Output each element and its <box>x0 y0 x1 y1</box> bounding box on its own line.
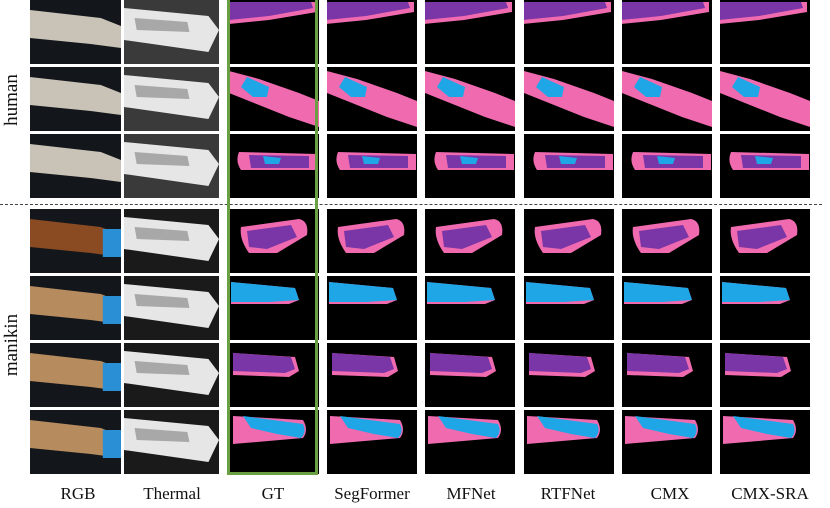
cell-cmx-row-6 <box>622 343 712 407</box>
cell-mfnet-row-3 <box>425 134 515 198</box>
cell-cmx-sra-row-3 <box>720 134 810 198</box>
column-label-rtfnet: RTFNet <box>540 484 596 503</box>
cell-rgb-row-5 <box>30 276 121 340</box>
cell-cmx-row-4 <box>622 209 712 273</box>
cell-thermal-row-7 <box>124 410 219 474</box>
column-label-gt: GT <box>261 484 285 503</box>
cell-thermal-row-4 <box>124 209 219 273</box>
cell-segformer-row-3 <box>327 134 417 198</box>
column-label-cmx: CMX <box>650 484 690 503</box>
group-divider <box>0 204 822 205</box>
cell-mfnet-row-7 <box>425 410 515 474</box>
column-label-cmx-sra: CMX-SRA <box>731 484 809 503</box>
cell-segformer-row-6 <box>327 343 417 407</box>
cell-rgb-row-7 <box>30 410 121 474</box>
cell-rtfnet-row-7 <box>524 410 614 474</box>
cell-thermal-row-3 <box>124 134 219 198</box>
cell-gt-row-1 <box>229 0 319 64</box>
cell-gt-row-3 <box>229 134 319 198</box>
cell-mfnet-row-2 <box>425 67 515 131</box>
cell-gt-row-5 <box>229 276 319 340</box>
cell-cmx-sra-row-6 <box>720 343 810 407</box>
cell-segformer-row-1 <box>327 0 417 64</box>
cell-thermal-row-2 <box>124 67 219 131</box>
cell-cmx-sra-row-7 <box>720 410 810 474</box>
cell-rtfnet-row-3 <box>524 134 614 198</box>
column-label-mfnet: MFNet <box>446 484 496 503</box>
cell-mfnet-row-6 <box>425 343 515 407</box>
cell-gt-row-7 <box>229 410 319 474</box>
cell-gt-row-2 <box>229 67 319 131</box>
cell-gt-row-4 <box>229 209 319 273</box>
gt-column-highlight <box>227 0 318 475</box>
column-label-rgb: RGB <box>60 484 96 503</box>
cell-cmx-row-3 <box>622 134 712 198</box>
cell-segformer-row-4 <box>327 209 417 273</box>
group-label-manikin: manikin <box>1 313 22 377</box>
cell-cmx-row-5 <box>622 276 712 340</box>
cell-gt-row-6 <box>229 343 319 407</box>
cell-cmx-row-2 <box>622 67 712 131</box>
cell-rgb-row-1 <box>30 0 121 64</box>
cell-cmx-sra-row-1 <box>720 0 810 64</box>
cell-cmx-sra-row-2 <box>720 67 810 131</box>
cell-cmx-row-7 <box>622 410 712 474</box>
cell-rtfnet-row-4 <box>524 209 614 273</box>
cell-mfnet-row-4 <box>425 209 515 273</box>
cell-rgb-row-2 <box>30 67 121 131</box>
cell-rtfnet-row-2 <box>524 67 614 131</box>
cell-cmx-sra-row-5 <box>720 276 810 340</box>
cell-cmx-row-1 <box>622 0 712 64</box>
cell-rgb-row-6 <box>30 343 121 407</box>
cell-rtfnet-row-1 <box>524 0 614 64</box>
cell-segformer-row-7 <box>327 410 417 474</box>
cell-rgb-row-4 <box>30 209 121 273</box>
cell-cmx-sra-row-4 <box>720 209 810 273</box>
cell-thermal-row-1 <box>124 0 219 64</box>
cell-segformer-row-2 <box>327 67 417 131</box>
column-label-segformer: SegFormer <box>334 484 410 503</box>
cell-mfnet-row-5 <box>425 276 515 340</box>
cell-segformer-row-5 <box>327 276 417 340</box>
cell-mfnet-row-1 <box>425 0 515 64</box>
group-label-human: human <box>1 74 22 126</box>
column-label-thermal: Thermal <box>143 484 201 503</box>
cell-thermal-row-5 <box>124 276 219 340</box>
cell-rgb-row-3 <box>30 134 121 198</box>
cell-thermal-row-6 <box>124 343 219 407</box>
cell-rtfnet-row-6 <box>524 343 614 407</box>
cell-rtfnet-row-5 <box>524 276 614 340</box>
